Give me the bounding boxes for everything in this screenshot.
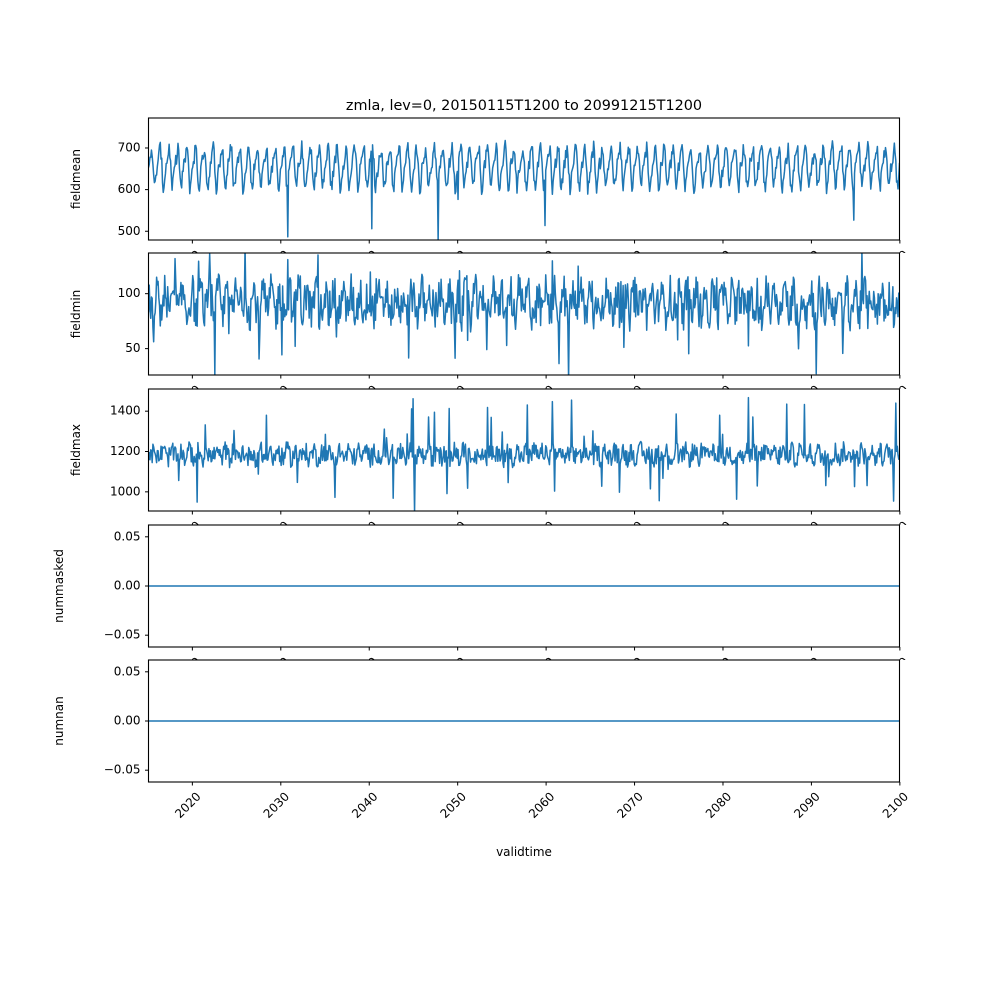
y-tick-label: 50 bbox=[125, 341, 140, 355]
y-axis-label-fieldmin: fieldmin bbox=[69, 290, 83, 339]
y-tick-label: −0.05 bbox=[104, 628, 141, 642]
y-tick-label: 0.05 bbox=[114, 664, 141, 678]
y-tick-label: 0.00 bbox=[114, 579, 141, 593]
data-line-fieldmin bbox=[148, 253, 900, 375]
axes-spines bbox=[147, 117, 901, 241]
data-line-fieldmean bbox=[148, 139, 900, 240]
figure-title: zmla, lev=0, 20150115T1200 to 20991215T1… bbox=[346, 98, 702, 114]
data-line-fieldmax bbox=[148, 396, 900, 511]
axes-spines bbox=[147, 252, 901, 376]
y-axis-label-nummasked: nummasked bbox=[52, 549, 66, 623]
y-axis-label-numnan: numnan bbox=[52, 696, 66, 745]
axes-spines bbox=[147, 388, 901, 512]
y-tick-label: −0.05 bbox=[104, 763, 141, 777]
y-tick-label: 500 bbox=[118, 224, 141, 238]
y-tick-label: 100 bbox=[118, 286, 141, 300]
y-tick-label: 0.05 bbox=[114, 529, 141, 543]
y-tick-label: 1400 bbox=[110, 404, 141, 418]
y-tick-label: 600 bbox=[118, 182, 141, 196]
x-axis-label: validtime bbox=[496, 845, 552, 859]
y-tick-label: 1000 bbox=[110, 484, 141, 498]
y-axis-label-fieldmax: fieldmax bbox=[69, 424, 83, 476]
y-tick-label: 700 bbox=[118, 140, 141, 154]
y-tick-label: 0.00 bbox=[114, 714, 141, 728]
y-tick-label: 1200 bbox=[110, 444, 141, 458]
y-axis-label-fieldmean: fieldmean bbox=[69, 149, 83, 209]
